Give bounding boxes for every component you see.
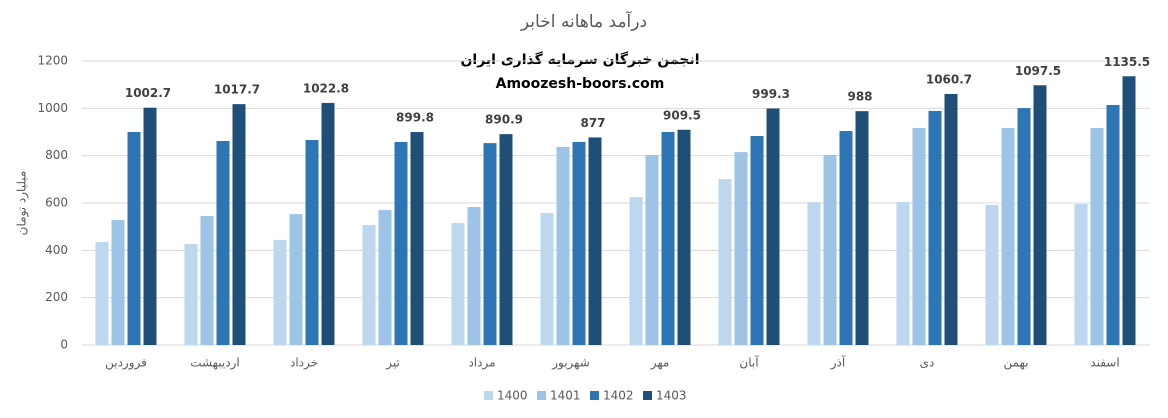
data-label: 1022.8 [303, 81, 349, 95]
x-tick-label: فروردین [105, 356, 147, 371]
x-tick-label: آذر [830, 355, 846, 371]
bar [362, 225, 376, 345]
bar [540, 212, 554, 345]
bar [451, 223, 465, 345]
bar [718, 179, 732, 345]
bar [483, 143, 497, 345]
bar [661, 132, 675, 345]
data-label: 909.5 [663, 108, 701, 122]
bar [305, 140, 319, 345]
x-tick-label: بهمن [1004, 356, 1029, 371]
data-label: 877 [580, 116, 605, 130]
bar [944, 93, 958, 345]
bar [95, 242, 109, 345]
y-tick-label: 0 [60, 338, 68, 352]
bar [629, 197, 643, 345]
bar [499, 134, 513, 345]
bar [912, 127, 926, 345]
x-tick-label: آبان [739, 355, 759, 370]
bar [378, 210, 392, 345]
data-label: 1017.7 [214, 83, 260, 97]
bar [1106, 105, 1120, 346]
data-label: 999.3 [752, 87, 790, 101]
bar [143, 107, 157, 345]
y-axis-title: میلیارد تومان [15, 171, 30, 236]
watermark: انجمن خبرگان سرمایه گذاری ایران [460, 51, 699, 68]
bar [1090, 127, 1104, 345]
bar [985, 204, 999, 345]
bar [645, 154, 659, 345]
legend-label: 1403 [656, 389, 687, 403]
bar [556, 146, 570, 345]
y-tick-label: 200 [45, 290, 68, 304]
bar [928, 110, 942, 345]
data-label: 1060.7 [926, 72, 972, 86]
y-tick-label: 600 [45, 196, 68, 210]
bar [677, 129, 691, 345]
bar [410, 132, 424, 345]
bar [467, 207, 481, 345]
bar [1001, 127, 1015, 345]
y-tick-label: 800 [45, 148, 68, 162]
watermark-url: Amoozesh-boors.com [496, 76, 665, 92]
bar [289, 214, 303, 345]
bar [321, 102, 335, 345]
x-tick-label: خرداد [290, 356, 318, 371]
x-tick-label: دی [920, 356, 935, 370]
data-label: 988 [847, 90, 872, 104]
y-tick-label: 1000 [37, 101, 68, 115]
bar [127, 132, 141, 345]
chart-title: درآمد ماهانه اخابر [520, 10, 647, 32]
legend-swatch [643, 391, 652, 400]
bar [572, 141, 586, 345]
legend-label: 1402 [603, 389, 634, 403]
bar [896, 202, 910, 345]
data-label: 899.8 [396, 111, 434, 125]
bar [111, 220, 125, 345]
x-tick-label: مهر [650, 356, 670, 371]
bar [588, 137, 602, 345]
x-tick-label: مرداد [468, 356, 495, 371]
bar [855, 111, 869, 345]
data-label: 1002.7 [125, 86, 171, 100]
bar [807, 202, 821, 345]
bar [823, 154, 837, 345]
y-tick-label: 1200 [37, 54, 68, 68]
bar [273, 239, 287, 345]
bar [1074, 203, 1088, 345]
legend-swatch [590, 391, 599, 400]
bar [1033, 85, 1047, 345]
data-label: 1097.5 [1015, 64, 1061, 78]
bar [394, 141, 408, 345]
legend-label: 1401 [550, 389, 581, 403]
bar [216, 140, 230, 345]
bar [734, 152, 748, 345]
legend-swatch [484, 391, 493, 400]
bar [839, 131, 853, 345]
legend-swatch [537, 391, 546, 400]
bar [232, 104, 246, 345]
bar [200, 216, 214, 345]
x-tick-label: تیر [385, 356, 400, 371]
bar [1122, 76, 1136, 345]
y-tick-label: 400 [45, 243, 68, 257]
x-tick-label: اردیبهشت [190, 356, 239, 371]
bar [184, 243, 198, 345]
legend-label: 1400 [497, 389, 528, 403]
data-label: 890.9 [485, 113, 523, 127]
x-tick-label: شهریور [551, 356, 590, 371]
data-label: 1135.5 [1104, 55, 1150, 69]
bar [1017, 108, 1031, 345]
bar [750, 136, 764, 345]
bar [766, 108, 780, 346]
x-tick-label: اسفند [1090, 356, 1119, 370]
